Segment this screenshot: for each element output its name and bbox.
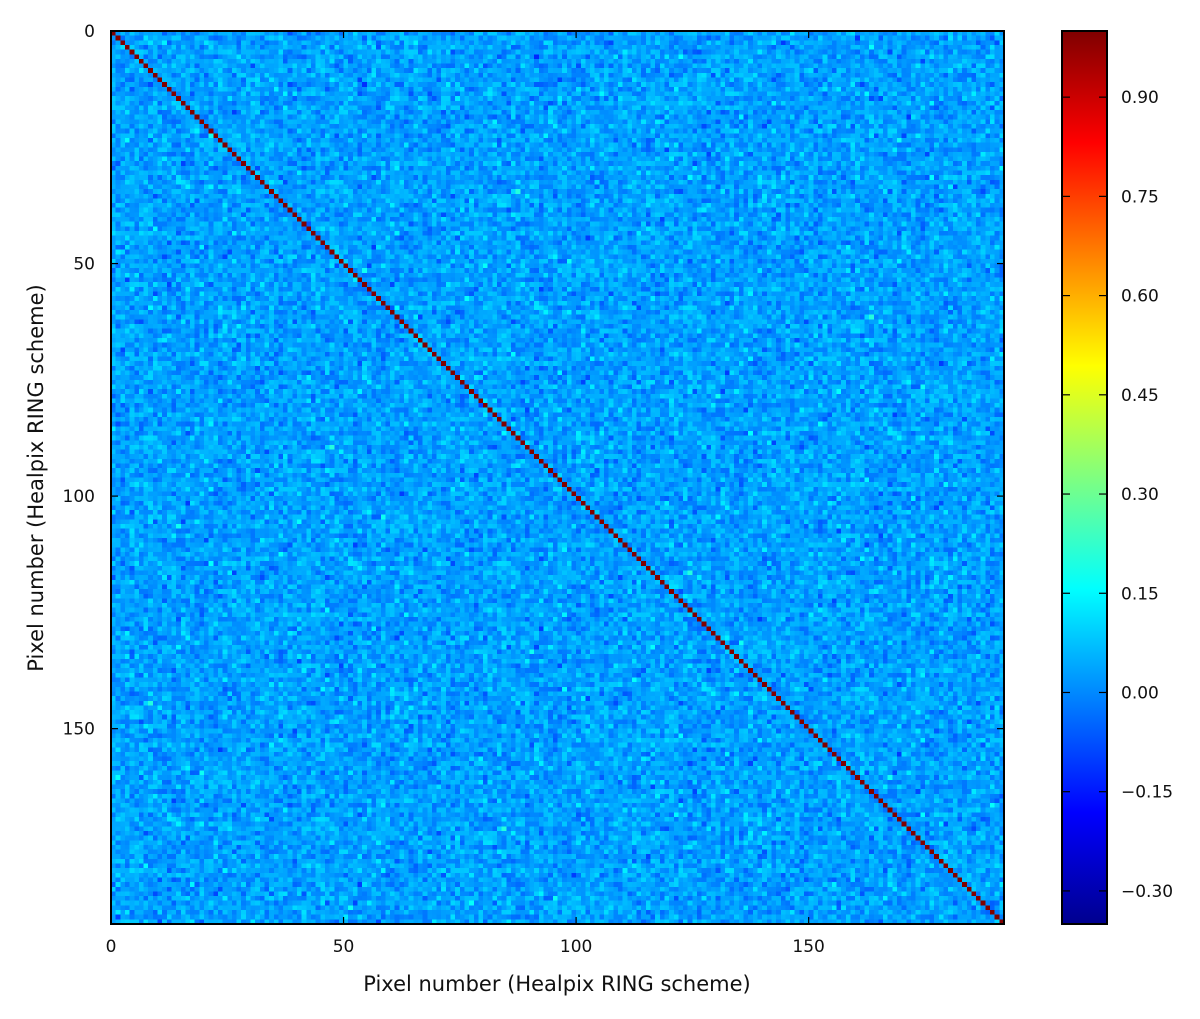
colorbar-tick-label: 0.15 [1121, 584, 1159, 604]
heatmap-area [111, 31, 1004, 924]
y-tick-label: 100 [63, 487, 95, 507]
x-tick-label: 0 [106, 937, 117, 957]
colorbar-tick-label: 0.00 [1121, 683, 1159, 703]
y-axis: 0 50 100 150 [63, 22, 1004, 740]
colorbar-tick-label: 0.75 [1121, 187, 1159, 207]
heatmap-image [111, 31, 1004, 924]
colorbar-tick-label: −0.30 [1121, 882, 1173, 902]
x-tick-label: 150 [792, 937, 824, 957]
x-axis-title: Pixel number (Healpix RING scheme) [363, 972, 751, 996]
colorbar-tick-label: 0.90 [1121, 88, 1159, 108]
colorbar-tick-label: 0.60 [1121, 287, 1159, 307]
colorbar [1061, 30, 1108, 925]
x-axis: 0 50 100 150 [106, 31, 825, 957]
x-tick-label: 50 [333, 937, 355, 957]
y-axis-title: Pixel number (Healpix RING scheme) [24, 284, 48, 672]
y-tick-label: 50 [73, 255, 95, 275]
y-tick-label: 150 [63, 720, 95, 740]
x-tick-label: 100 [560, 937, 592, 957]
plot-frame [110, 30, 1005, 925]
y-tick-label: 0 [84, 22, 95, 42]
colorbar-axis: −0.30 −0.15 0.00 0.15 0.30 0.45 0.60 0.75 0.90 [1062, 88, 1173, 902]
colorbar-tick-label: −0.15 [1121, 783, 1173, 803]
colorbar-tick-label: 0.30 [1121, 485, 1159, 505]
colorbar-tick-label: 0.45 [1121, 386, 1159, 406]
